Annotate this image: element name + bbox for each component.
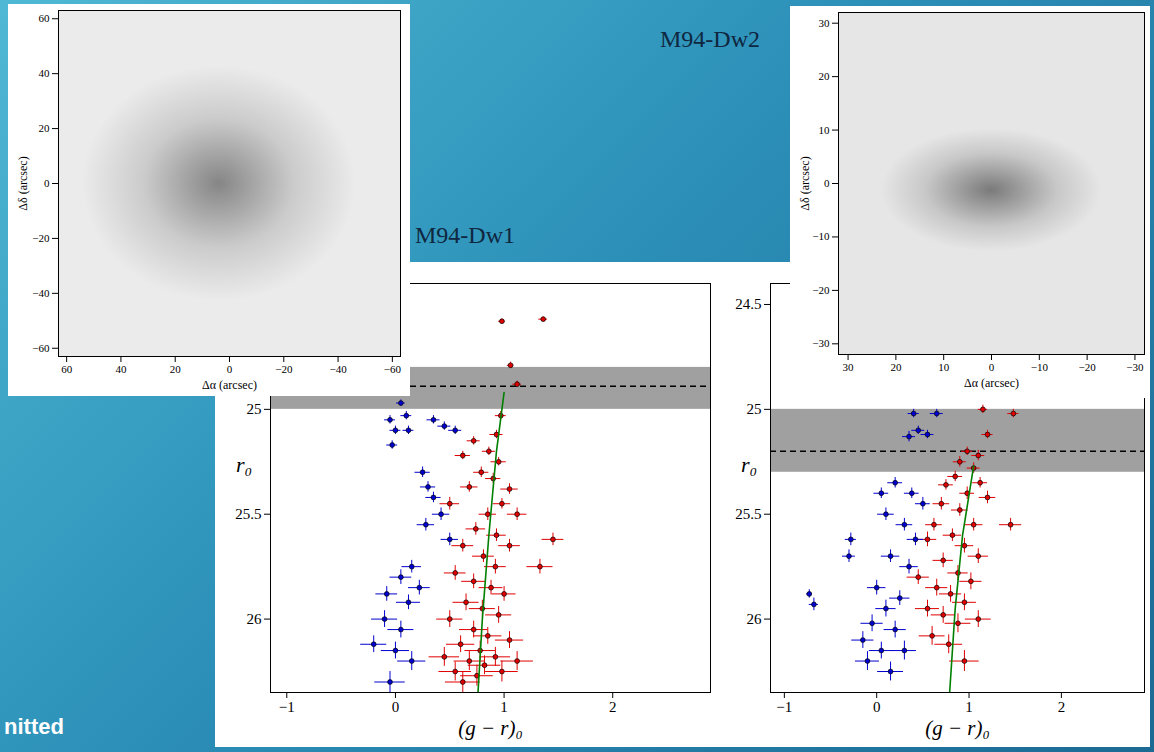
svg-text:−10: −10 <box>1031 361 1049 373</box>
svg-text:25.5: 25.5 <box>735 506 761 522</box>
svg-text:2: 2 <box>609 699 617 715</box>
svg-text:−1: −1 <box>279 699 295 715</box>
svg-text:30: 30 <box>819 17 831 29</box>
html-text:M94-Dw2: M94-Dw2 <box>660 26 760 52</box>
svg-text:0: 0 <box>824 177 830 189</box>
svg-text:(g − r)₀: (g − r)₀ <box>458 716 523 740</box>
svg-text:Δα (arcsec): Δα (arcsec) <box>964 376 1019 390</box>
svg-text:Δδ (arcsec): Δδ (arcsec) <box>798 156 812 210</box>
svg-text:24.5: 24.5 <box>735 296 761 312</box>
svg-text:10: 10 <box>819 124 831 136</box>
svg-text:60: 60 <box>61 363 72 375</box>
svg-text:40: 40 <box>39 67 51 79</box>
svg-text:−40: −40 <box>32 287 50 299</box>
html-text:M94-Dw1: M94-Dw1 <box>415 222 515 248</box>
svg-text:30: 30 <box>843 361 855 373</box>
svg-text:−1: −1 <box>776 699 792 715</box>
svg-text:−40: −40 <box>329 363 347 375</box>
svg-text:20: 20 <box>819 70 831 82</box>
svg-text:1: 1 <box>500 699 508 715</box>
svg-text:25.5: 25.5 <box>235 506 261 522</box>
svg-text:−60: −60 <box>32 342 50 354</box>
svg-text:20: 20 <box>170 363 182 375</box>
svg-text:1: 1 <box>965 699 973 715</box>
svg-text:25: 25 <box>247 401 262 417</box>
svg-text:Δδ (arcsec): Δδ (arcsec) <box>16 156 30 210</box>
svg-text:10: 10 <box>938 361 950 373</box>
svg-text:40: 40 <box>115 363 127 375</box>
html-text:r₀: r₀ <box>236 452 253 477</box>
svg-text:(g − r)₀: (g − r)₀ <box>925 716 990 740</box>
html-text:nitted: nitted <box>4 714 64 739</box>
svg-text:Δα (arcsec): Δα (arcsec) <box>202 378 257 392</box>
svg-text:−20: −20 <box>812 284 830 296</box>
svg-text:−30: −30 <box>812 337 830 349</box>
svg-text:2: 2 <box>1058 699 1066 715</box>
svg-text:0: 0 <box>873 699 881 715</box>
svg-text:−20: −20 <box>1079 361 1097 373</box>
svg-text:0: 0 <box>227 363 233 375</box>
svg-text:60: 60 <box>39 12 51 24</box>
svg-text:25: 25 <box>747 401 762 417</box>
svg-text:26: 26 <box>247 611 263 627</box>
svg-text:−60: −60 <box>384 363 402 375</box>
svg-text:0: 0 <box>392 699 400 715</box>
svg-text:−20: −20 <box>32 232 50 244</box>
html-text:r₀: r₀ <box>741 452 758 477</box>
svg-text:26: 26 <box>747 611 763 627</box>
svg-text:−30: −30 <box>1126 361 1144 373</box>
svg-text:−20: −20 <box>275 363 293 375</box>
svg-text:0: 0 <box>44 177 50 189</box>
svg-text:20: 20 <box>39 122 51 134</box>
svg-text:20: 20 <box>890 361 902 373</box>
svg-text:0: 0 <box>989 361 995 373</box>
svg-text:−10: −10 <box>812 230 830 242</box>
